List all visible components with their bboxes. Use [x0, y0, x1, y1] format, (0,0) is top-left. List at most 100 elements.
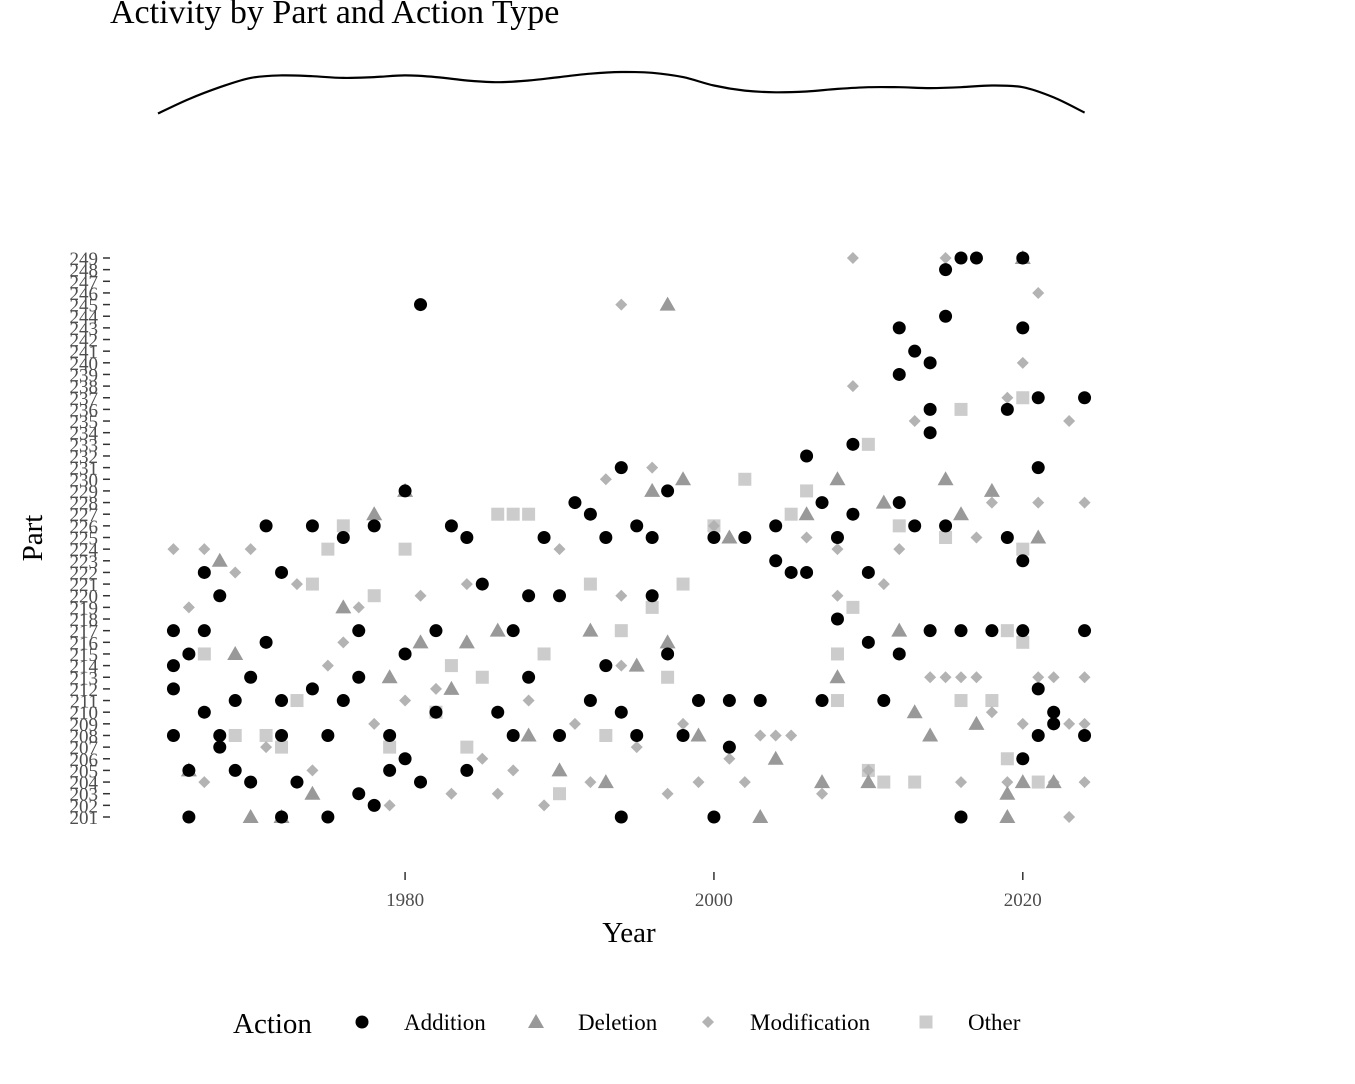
modification-point-19 — [476, 752, 489, 765]
addition-point-72 — [707, 531, 721, 544]
deletion-point-20 — [659, 296, 676, 311]
y-tick-label-211: 211 — [70, 692, 98, 713]
y-tick-label-205: 205 — [70, 761, 99, 782]
modification-point-33 — [661, 787, 674, 800]
y-tick-label-220: 220 — [70, 587, 99, 608]
y-tick-label-242: 242 — [70, 331, 99, 352]
y-tick-label-227: 227 — [70, 505, 99, 526]
addition-point-55 — [553, 728, 567, 742]
modification-point-55 — [955, 671, 968, 684]
other-point-7 — [336, 519, 350, 533]
other-point-8 — [367, 589, 381, 603]
y-tick-label-232: 232 — [70, 447, 99, 468]
y-tick-label-207: 207 — [70, 738, 99, 759]
modification-point-25 — [568, 717, 581, 730]
addition-point-18 — [259, 519, 273, 533]
other-point-20 — [583, 577, 597, 591]
modification-point-49 — [877, 578, 890, 591]
other-point-35 — [877, 775, 891, 789]
addition-point-21 — [275, 694, 289, 708]
legend-title: Action — [233, 1008, 312, 1040]
addition-point-47 — [475, 577, 489, 591]
modification-point-57 — [970, 531, 983, 544]
addition-point-42 — [429, 705, 443, 719]
y-tick-label-223: 223 — [70, 552, 99, 573]
addition-point-73 — [707, 810, 721, 824]
deletion-point-26 — [767, 750, 784, 765]
modification-point-73 — [1078, 496, 1091, 509]
other-point-0 — [197, 647, 211, 661]
deletion-point-36 — [937, 471, 954, 486]
deletion-point-33 — [891, 622, 908, 637]
y-tick-label-246: 246 — [70, 284, 99, 305]
addition-point-32 — [352, 787, 366, 801]
addition-point-49 — [506, 624, 520, 638]
addition-point-80 — [784, 565, 798, 579]
deletion-point-22 — [675, 471, 692, 486]
modification-point-11 — [352, 601, 365, 614]
deletion-point-43 — [1014, 774, 1031, 789]
deletion-point-8 — [381, 669, 398, 684]
modification-point-0 — [167, 543, 180, 556]
other-point-1 — [228, 728, 242, 742]
addition-point-120 — [1031, 728, 1045, 742]
addition-point-68 — [661, 484, 675, 498]
addition-point-14 — [228, 763, 242, 777]
deletion-point-1 — [211, 552, 228, 567]
plot-points — [166, 250, 1092, 824]
modification-point-3 — [198, 543, 211, 556]
modification-point-65 — [1032, 286, 1045, 299]
addition-point-7 — [197, 705, 211, 719]
addition-point-71 — [691, 694, 705, 708]
other-point-42 — [1000, 624, 1014, 638]
modification-point-72 — [1063, 811, 1076, 823]
addition-point-17 — [259, 635, 273, 649]
modification-point-62 — [1001, 776, 1014, 789]
addition-point-6 — [182, 810, 196, 824]
addition-point-37 — [398, 484, 412, 498]
addition-point-90 — [861, 635, 875, 649]
modification-point-14 — [399, 694, 412, 707]
modification-point-2 — [198, 776, 211, 789]
addition-point-106 — [954, 624, 968, 638]
addition-point-33 — [367, 798, 381, 812]
other-point-40 — [954, 402, 968, 416]
addition-point-36 — [383, 763, 397, 777]
y-tick-label-202: 202 — [70, 796, 99, 817]
other-point-3 — [275, 740, 289, 754]
other-point-43 — [1000, 752, 1014, 766]
modification-point-66 — [1032, 671, 1045, 684]
deletion-point-16 — [582, 622, 599, 637]
other-point-27 — [738, 472, 752, 486]
addition-point-56 — [568, 496, 582, 510]
addition-point-105 — [954, 251, 968, 265]
other-point-47 — [1031, 775, 1045, 789]
y-tick-label-241: 241 — [70, 342, 99, 363]
other-point-22 — [614, 624, 628, 638]
addition-point-3 — [166, 682, 180, 696]
addition-point-34 — [367, 519, 381, 533]
other-point-15 — [491, 507, 505, 521]
legend-label-deletion: Deletion — [578, 1010, 658, 1035]
modification-point-10 — [337, 636, 350, 649]
addition-point-24 — [305, 519, 319, 533]
deletion-point-12 — [458, 634, 475, 649]
modification-point-46 — [846, 252, 859, 264]
addition-point-116 — [1016, 752, 1030, 766]
addition-point-50 — [506, 728, 520, 742]
other-point-16 — [506, 507, 520, 521]
addition-point-13 — [228, 694, 242, 708]
deletion-point-23 — [690, 727, 707, 742]
addition-point-35 — [383, 728, 397, 742]
deletion-point-10 — [412, 634, 429, 649]
modification-point-45 — [831, 589, 844, 602]
addition-point-108 — [969, 251, 983, 265]
deletion-point-14 — [520, 727, 537, 742]
y-axis-title: Part — [17, 515, 49, 562]
deletion-point-27 — [798, 506, 815, 521]
other-point-46 — [1016, 542, 1030, 556]
addition-point-103 — [939, 309, 953, 323]
addition-point-97 — [908, 519, 922, 533]
deletion-point-40 — [999, 785, 1016, 800]
other-point-25 — [676, 577, 690, 591]
